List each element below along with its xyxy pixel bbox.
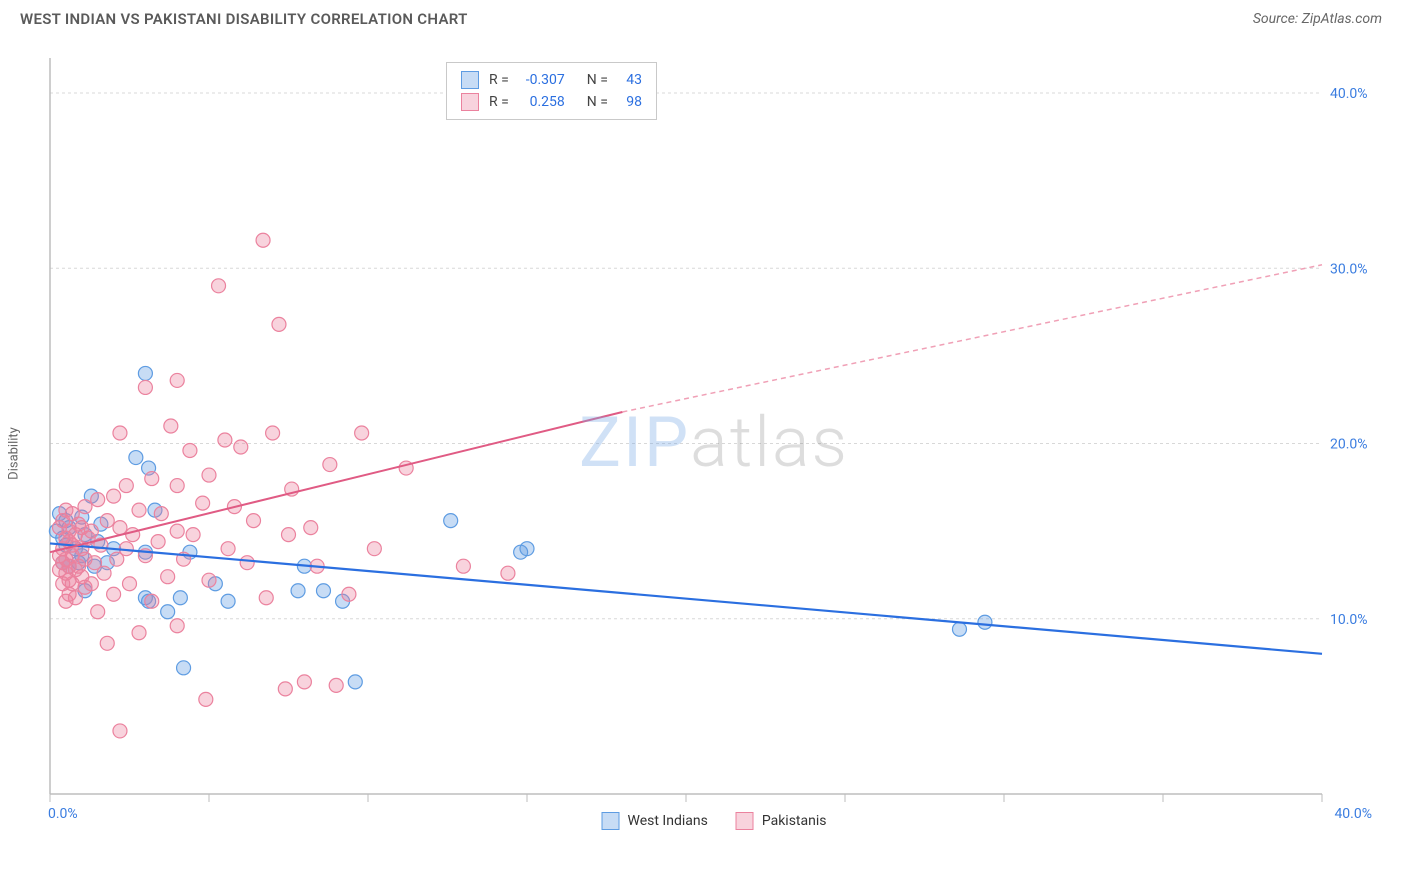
n-value-pink: 98: [614, 94, 642, 110]
r-value-pink: 0.258: [515, 94, 565, 110]
scatter-plot: 10.0% 20.0% 30.0% 40.0% 0.0% 40.0%: [46, 48, 1382, 838]
svg-text:20.0%: 20.0%: [1330, 437, 1368, 453]
swatch-pink: [461, 93, 479, 111]
series-legend: West Indians Pakistanis: [602, 812, 827, 830]
chart-header: WEST INDIAN VS PAKISTANI DISABILITY CORR…: [0, 0, 1406, 34]
legend-item-pakistanis: Pakistanis: [736, 812, 827, 830]
swatch-blue: [602, 812, 620, 830]
legend-label: Pakistanis: [762, 813, 827, 829]
n-label: N =: [587, 94, 608, 110]
svg-text:40.0%: 40.0%: [1334, 806, 1372, 822]
svg-text:10.0%: 10.0%: [1330, 612, 1368, 628]
chart-source: Source: ZipAtlas.com: [1253, 11, 1382, 27]
svg-text:0.0%: 0.0%: [48, 806, 78, 822]
correlation-legend: R = -0.307 N = 43 R = 0.258 N = 98: [446, 62, 657, 120]
legend-label: West Indians: [628, 813, 708, 829]
chart-title: WEST INDIAN VS PAKISTANI DISABILITY CORR…: [20, 10, 468, 28]
n-value-blue: 43: [614, 72, 642, 88]
swatch-pink: [736, 812, 754, 830]
svg-text:40.0%: 40.0%: [1330, 86, 1368, 102]
swatch-blue: [461, 71, 479, 89]
legend-row-blue: R = -0.307 N = 43: [461, 69, 642, 91]
legend-item-west-indians: West Indians: [602, 812, 708, 830]
n-label: N =: [587, 72, 608, 88]
chart-area: 10.0%20.0%30.0%40.0%0.0%40.0% ZIPatlas R…: [46, 48, 1382, 838]
r-value-blue: -0.307: [515, 72, 565, 88]
r-label: R =: [489, 94, 509, 110]
y-axis-label: Disability: [7, 427, 22, 480]
r-label: R =: [489, 72, 509, 88]
svg-text:30.0%: 30.0%: [1330, 261, 1368, 277]
legend-row-pink: R = 0.258 N = 98: [461, 91, 642, 113]
